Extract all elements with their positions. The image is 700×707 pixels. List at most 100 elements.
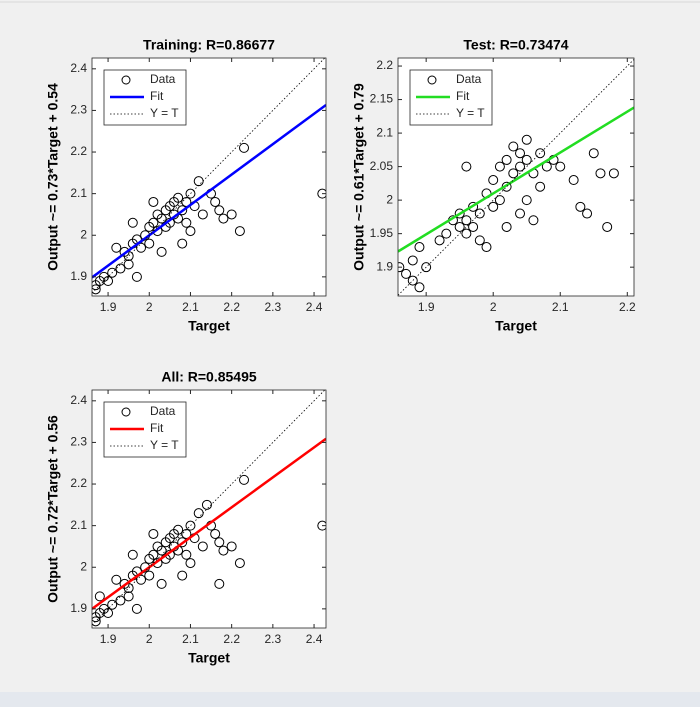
data-point xyxy=(131,271,142,282)
legend-label: Data xyxy=(150,404,176,418)
y-axis-label: Output ~= 0.61*Target + 0.79 xyxy=(351,83,367,271)
y-tick-label: 2.15 xyxy=(370,92,394,106)
legend-label: Fit xyxy=(150,421,164,435)
x-tick-label: 2 xyxy=(490,300,497,314)
data-point xyxy=(239,474,250,485)
data-point xyxy=(521,154,532,165)
y-axis-label: Output ~= 0.72*Target + 0.56 xyxy=(45,415,61,603)
data-point xyxy=(226,209,237,220)
data-point xyxy=(185,226,196,237)
data-point xyxy=(454,208,465,219)
plot-area xyxy=(92,390,326,627)
data-point xyxy=(521,134,532,145)
y-tick-label: 2 xyxy=(80,227,87,241)
plot-area xyxy=(398,59,634,296)
x-axis-label: Target xyxy=(495,318,537,334)
x-tick-label: 2 xyxy=(146,300,153,314)
data-point xyxy=(218,213,229,224)
data-point xyxy=(197,541,208,552)
data-point xyxy=(239,142,250,153)
data-point xyxy=(234,226,245,237)
data-point xyxy=(177,537,188,548)
y-tick-label: 1.95 xyxy=(370,226,394,240)
data-point xyxy=(461,228,472,239)
identity-line xyxy=(92,58,326,294)
y-tick-label: 2.2 xyxy=(70,144,87,158)
x-tick-label: 2.4 xyxy=(306,632,323,646)
data-point xyxy=(421,262,432,273)
data-point xyxy=(92,616,101,627)
y-tick-label: 2 xyxy=(80,559,87,573)
data-point xyxy=(508,141,519,152)
identity-line xyxy=(92,390,326,626)
data-point xyxy=(111,242,122,253)
data-point xyxy=(414,282,425,293)
data-point xyxy=(127,217,138,228)
y-tick-label: 1.9 xyxy=(376,259,393,273)
data-point xyxy=(177,205,188,216)
x-tick-label: 2.4 xyxy=(306,300,323,314)
data-point xyxy=(173,192,184,203)
legend-label: Data xyxy=(150,72,176,86)
taskbar-strip xyxy=(0,692,700,707)
data-point xyxy=(218,545,229,556)
data-point xyxy=(501,154,512,165)
x-tick-label: 2.1 xyxy=(182,300,199,314)
data-point xyxy=(185,520,196,531)
x-tick-label: 1.9 xyxy=(100,632,117,646)
x-tick-label: 2.2 xyxy=(619,300,636,314)
y-tick-label: 2.2 xyxy=(70,476,87,490)
data-point xyxy=(103,276,114,287)
y-tick-label: 2.4 xyxy=(70,393,87,407)
data-point xyxy=(488,201,499,212)
data-point xyxy=(407,275,418,286)
legend-label: Y = T xyxy=(150,438,179,452)
x-tick-label: 2.3 xyxy=(265,300,282,314)
data-point xyxy=(528,215,539,226)
y-tick-label: 2.1 xyxy=(376,125,393,139)
data-point xyxy=(226,541,237,552)
data-point xyxy=(156,246,167,257)
data-point xyxy=(214,537,225,548)
y-tick-label: 2.05 xyxy=(370,159,394,173)
y-tick-label: 2.1 xyxy=(70,186,87,200)
data-point xyxy=(148,528,159,539)
plot-area xyxy=(92,58,326,295)
data-point xyxy=(317,520,326,531)
axes-frame xyxy=(91,389,327,629)
data-point xyxy=(454,221,465,232)
data-point xyxy=(401,268,412,279)
y-tick-label: 1.9 xyxy=(70,269,87,283)
data-point xyxy=(123,259,134,270)
x-tick-label: 2.2 xyxy=(223,300,240,314)
x-tick-label: 2 xyxy=(146,632,153,646)
data-point xyxy=(515,148,526,159)
data-point xyxy=(468,221,479,232)
legend-marker xyxy=(121,75,131,85)
x-axis-label: Target xyxy=(188,650,230,666)
data-point xyxy=(494,161,505,172)
data-point xyxy=(197,209,208,220)
legend-marker xyxy=(427,75,437,85)
data-point xyxy=(214,205,225,216)
data-point xyxy=(535,181,546,192)
data-point xyxy=(107,267,118,278)
data-point xyxy=(588,148,599,159)
legend-label: Y = T xyxy=(150,106,179,120)
data-point xyxy=(115,263,126,274)
data-point xyxy=(144,238,155,249)
legend-label: Data xyxy=(456,72,482,86)
data-point xyxy=(94,591,105,602)
data-point xyxy=(148,196,159,207)
x-axis-label: Target xyxy=(188,318,230,334)
data-point xyxy=(92,284,101,295)
data-point xyxy=(156,578,167,589)
data-point xyxy=(185,558,196,569)
data-point xyxy=(103,608,114,619)
data-point xyxy=(177,238,188,249)
data-point xyxy=(515,208,526,219)
data-point xyxy=(148,549,159,560)
data-point xyxy=(461,161,472,172)
data-point xyxy=(111,574,122,585)
